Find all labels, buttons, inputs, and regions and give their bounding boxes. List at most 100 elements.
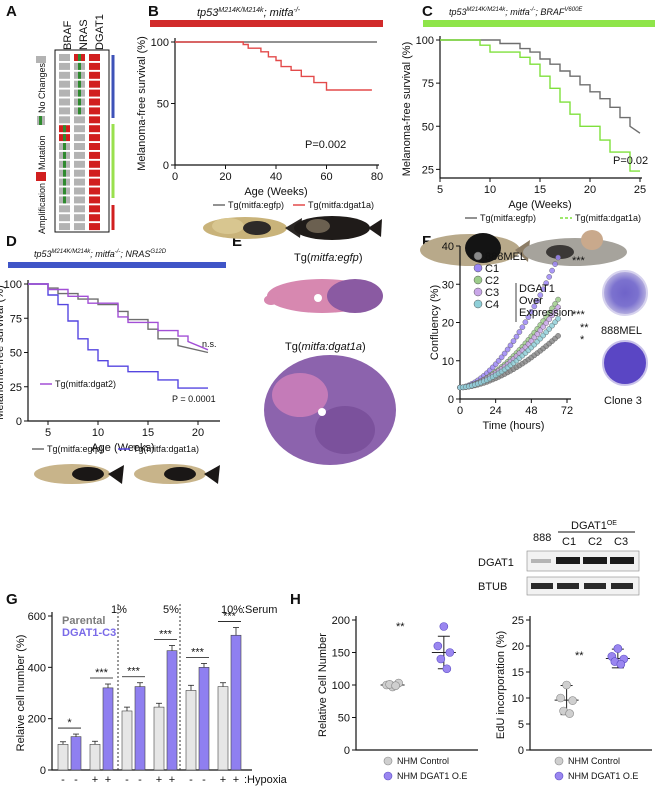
sig-mark: *** [159, 629, 173, 641]
series-line-0 [440, 39, 641, 134]
panel-b-legend-egfp: Tg(mitfa:egfp) [228, 200, 284, 210]
series-point-C1 [537, 292, 544, 298]
axes [529, 616, 652, 751]
x-tick-label: 0 [457, 405, 463, 417]
well-888mel [602, 270, 648, 316]
well-label-888mel: 888MEL [601, 325, 642, 337]
legend-label-C3: C3 [485, 287, 499, 299]
y-tick-label: 600 [28, 611, 46, 623]
y-tick-label: 50 [422, 121, 434, 133]
legend-mutation-label: Mutation [37, 135, 47, 170]
oncoprint-cell [59, 205, 70, 213]
series-point-C3 [534, 331, 541, 337]
oncoprint-cell [89, 71, 100, 79]
gene-label-dgat1: DGAT1 [94, 14, 106, 50]
series-point-C3 [546, 316, 553, 323]
x-tick-label: 5 [45, 427, 51, 439]
oncoprint-cell [74, 205, 85, 213]
legend-dot-888MEL [473, 251, 483, 261]
legend-nochange-swatch [36, 56, 46, 63]
oncoprint-cell [59, 89, 70, 97]
panel-g-serum-10: 10% [221, 604, 243, 616]
bar-Parental [185, 690, 197, 771]
series-point-C1 [513, 333, 520, 340]
series-point-C1 [540, 286, 547, 293]
y-axis-label: Confluency (%) [429, 285, 441, 360]
series-point-C1 [510, 338, 517, 344]
series-point-C2 [555, 296, 561, 303]
x-axis-label: Age (Weeks) [508, 199, 571, 211]
oncoprint-cell [89, 151, 100, 159]
oncoprint-mutation-mark [78, 107, 81, 115]
panel-label-a: A [6, 3, 17, 20]
panel-b-pvalue: P=0.002 [305, 139, 346, 151]
panel-g-legend-parental: Parental [62, 615, 105, 627]
panel-f-sig-c4: * [580, 334, 585, 346]
series-point-C1 [549, 267, 555, 274]
oncoprint-cell [89, 107, 100, 115]
panel-b-chart: 0 20 40 60 80 0 50 100 Age (Weeks) Melanoma-free … [136, 36, 383, 198]
oncoprint-mutation-mark [63, 143, 66, 150]
hypoxia-sign: + [156, 774, 162, 786]
x-tick-label: 40 [270, 171, 282, 183]
panel-h-right-chart: 0 5 10 15 20 25 EdU incorporation (%) [495, 615, 652, 757]
oncoprint-cell [59, 62, 70, 70]
oncoprint-cell [89, 89, 100, 97]
y-tick-label: 0 [344, 745, 350, 757]
panel-g-serum-label: :Serum [242, 604, 277, 616]
panel-f-note-3: Expression [519, 307, 573, 319]
data-point-NHM DGAT1 O.E [433, 641, 443, 651]
y-tick-label: 200 [332, 615, 350, 627]
hypoxia-sign: + [169, 774, 175, 786]
y-tick-label: 200 [28, 714, 46, 726]
oncoprint-cell [89, 187, 100, 195]
y-tick-label: 20 [512, 641, 524, 653]
oncoprint-mutation-mark [63, 178, 66, 186]
panel-d-pvalue: P = 0.0001 [172, 394, 216, 404]
panel-c-legend-egfp: Tg(mitfa:egfp) [480, 213, 536, 223]
oncoprint-cell [74, 178, 85, 186]
blot-lane-c2: C2 [588, 536, 602, 548]
data-point-NHM DGAT1 O.E [442, 664, 452, 674]
panel-label-f: F [422, 233, 431, 250]
oncoprint-cell [74, 116, 85, 124]
series-point-C1 [546, 274, 553, 280]
panel-b-fish-egfp [203, 217, 302, 239]
legend-amplification-swatch [36, 172, 46, 181]
bar-DGAT1-C3 [70, 736, 82, 771]
x-axis-label: Age (Weeks) [91, 442, 154, 454]
series-point-C1 [543, 280, 550, 286]
gene-label-braf: BRAF [62, 20, 74, 50]
oncoprint-grid [59, 54, 100, 231]
panel-d-fish-dgat1a [134, 464, 220, 484]
hypoxia-sign: - [138, 774, 142, 786]
bar-Parental [89, 744, 101, 771]
bar-DGAT1-C3 [198, 667, 210, 771]
y-axis-label: Relaive cell number (%) [15, 635, 27, 752]
series-point-888MEL [555, 333, 561, 339]
series-line-0 [28, 283, 209, 354]
series-line-1 [175, 41, 372, 91]
oncoprint-cell [74, 187, 85, 195]
panel-h-left-legend-ctrl: NHM Control [397, 756, 449, 766]
sig-mark: *** [95, 667, 109, 679]
oncoprint-cell [89, 143, 100, 150]
panel-b-fish-dgat1a [294, 216, 382, 240]
legend-dot-C4 [473, 299, 483, 309]
series-point-C1 [528, 308, 535, 315]
blot-header-888: 888 [533, 532, 551, 544]
oncoprint-cell [74, 125, 85, 133]
series-point-C3 [537, 327, 544, 334]
panel-g-hypoxia-row: - - + + - - + + - - + + [61, 774, 239, 786]
y-tick-label: 50 [338, 713, 350, 725]
oncoprint: BRAF NRAS DGAT1 No Changes Mutation Ampl… [36, 14, 115, 234]
panel-h-right-legend-ctrl-dot [554, 756, 564, 766]
y-tick-label: 0 [448, 394, 454, 406]
legend-dot-C1 [473, 263, 483, 273]
panel-f-sig-c1: *** [572, 255, 586, 267]
oncoprint-mutation-mark [63, 125, 66, 133]
oncoprint-mutation-mark [78, 98, 81, 106]
panel-g-serum-1: 1% [111, 604, 127, 616]
